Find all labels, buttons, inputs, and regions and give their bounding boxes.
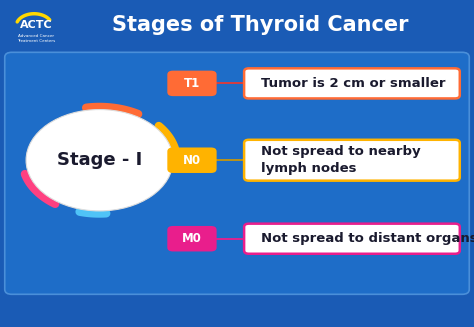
Text: T1: T1 — [184, 77, 200, 90]
FancyBboxPatch shape — [167, 147, 217, 173]
FancyBboxPatch shape — [5, 52, 469, 294]
Circle shape — [26, 110, 173, 211]
Text: M0: M0 — [182, 232, 202, 245]
FancyBboxPatch shape — [167, 226, 217, 251]
Text: N0: N0 — [183, 154, 201, 167]
Text: Stages of Thyroid Cancer: Stages of Thyroid Cancer — [112, 14, 409, 35]
FancyBboxPatch shape — [244, 68, 460, 98]
Text: Tumor is 2 cm or smaller: Tumor is 2 cm or smaller — [261, 77, 445, 90]
FancyBboxPatch shape — [244, 224, 460, 254]
FancyBboxPatch shape — [244, 140, 460, 181]
Text: ACTC: ACTC — [20, 20, 53, 30]
Text: Advanced Cancer
Treatment Centers: Advanced Cancer Treatment Centers — [18, 34, 55, 43]
Text: Stage - I: Stage - I — [57, 151, 142, 169]
FancyBboxPatch shape — [167, 71, 217, 96]
FancyBboxPatch shape — [0, 0, 474, 54]
Text: Not spread to distant organs: Not spread to distant organs — [261, 232, 474, 245]
Text: Not spread to nearby
lymph nodes: Not spread to nearby lymph nodes — [261, 145, 420, 175]
